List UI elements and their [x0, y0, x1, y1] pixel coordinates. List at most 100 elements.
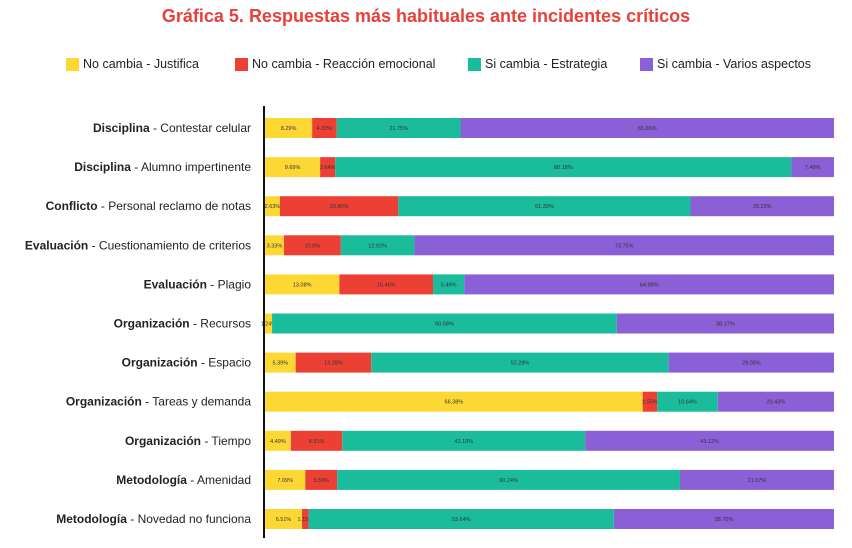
data-label-no-cambia-reaccion-emocional-7: 13.28% — [324, 361, 343, 367]
bar-segment-si-cambia-estrategia-1 — [336, 118, 461, 138]
bar-segment-no-cambia-justifica-7 — [265, 352, 296, 373]
bar-segment-si-cambia-varios-aspectos-1 — [460, 118, 834, 138]
data-label-si-cambia-varios-aspectos-8: 20.43% — [767, 400, 786, 406]
chart-title: Gráfica 5. Respuestas más habituales ant… — [161, 6, 691, 26]
bar-segment-si-cambia-estrategia-2 — [335, 157, 792, 178]
bar-segment-si-cambia-estrategia-4 — [340, 235, 415, 256]
category-label-organizacion-espacio: Organización - Espacio — [122, 356, 252, 370]
bar-segment-si-cambia-estrategia-6 — [272, 313, 617, 334]
category-label-metodologia-novedad-no-funciona: Metodología - Novedad no funciona — [56, 512, 251, 526]
data-label-no-cambia-reaccion-emocional-1: 4.33% — [317, 126, 333, 132]
bar-segment-si-cambia-estrategia-10 — [337, 469, 680, 490]
data-label-no-cambia-justifica-11: 6.51% — [276, 517, 292, 523]
bar-segment-no-cambia-reaccion-emocional-10 — [305, 469, 338, 490]
data-label-no-cambia-reaccion-emocional-9: 8.91% — [309, 439, 325, 445]
data-label-no-cambia-reaccion-emocional-3: 20.80% — [330, 204, 349, 210]
bar-segment-no-cambia-justifica-2 — [265, 157, 321, 178]
bar-segment-no-cambia-reaccion-emocional-11 — [302, 509, 309, 529]
bar-segment-no-cambia-reaccion-emocional-1 — [312, 118, 337, 138]
bar-segment-si-cambia-varios-aspectos-8 — [717, 391, 834, 412]
data-label-si-cambia-estrategia-10: 60.24% — [499, 478, 518, 484]
data-label-no-cambia-justifica-9: 4.49% — [270, 439, 286, 445]
bar-segment-no-cambia-reaccion-emocional-9 — [290, 430, 343, 451]
data-label-si-cambia-varios-aspectos-7: 29.05% — [742, 361, 761, 367]
data-label-no-cambia-justifica-4: 3.33% — [267, 243, 283, 249]
category-label-conflicto-personal-reclamo-de-notas: Conflicto - Personal reclamo de notas — [46, 199, 251, 213]
legend-swatch-varios-aspectos — [640, 57, 653, 71]
data-label-no-cambia-reaccion-emocional-10: 5.59% — [313, 478, 329, 484]
data-label-si-cambia-estrategia-7: 52.28% — [511, 361, 530, 367]
data-label-si-cambia-varios-aspectos-11: 38.70% — [715, 517, 734, 523]
bar-segment-no-cambia-justifica-3 — [265, 196, 280, 217]
category-label-evaluacion-plagio: Evaluación - Plagio — [144, 277, 252, 291]
category-label-organizacion-tiempo: Organización - Tiempo — [125, 434, 251, 448]
bar-segment-si-cambia-estrategia-3 — [398, 196, 691, 217]
data-label-no-cambia-reaccion-emocional-2: 2.64% — [320, 165, 336, 171]
legend-label-justifica: No cambia - Justifica — [83, 57, 200, 71]
bar-segment-si-cambia-varios-aspectos-3 — [690, 196, 834, 217]
bar-segment-si-cambia-estrategia-5 — [433, 274, 465, 295]
data-label-si-cambia-varios-aspectos-9: 43.12% — [700, 439, 719, 445]
bar-segment-si-cambia-varios-aspectos-5 — [464, 274, 834, 295]
bar-segment-si-cambia-varios-aspectos-2 — [791, 157, 834, 178]
data-label-si-cambia-varios-aspectos-4: 73.75% — [615, 243, 634, 249]
bar-segment-si-cambia-varios-aspectos-6 — [616, 313, 834, 334]
data-label-si-cambia-varios-aspectos-1: 65.65% — [638, 126, 657, 132]
bar-segment-si-cambia-varios-aspectos-7 — [668, 352, 834, 373]
data-label-si-cambia-varios-aspectos-10: 21.07% — [748, 478, 767, 484]
data-label-si-cambia-estrategia-9: 42.10% — [454, 439, 473, 445]
bar-segment-no-cambia-justifica-10 — [265, 469, 306, 490]
legend-label-estrategia: Si cambia - Estrategia — [485, 57, 608, 71]
bar-segment-si-cambia-varios-aspectos-9 — [585, 430, 834, 451]
data-label-si-cambia-estrategia-3: 51.33% — [535, 204, 554, 210]
data-label-si-cambia-varios-aspectos-6: 38.17% — [716, 322, 735, 328]
data-label-no-cambia-reaccion-emocional-5: 16.46% — [377, 282, 396, 288]
bar-segment-no-cambia-reaccion-emocional-3 — [279, 196, 399, 217]
legend-label-reaccion-emocional: No cambia - Reacción emocional — [252, 57, 436, 71]
data-label-no-cambia-justifica-3: 2.63% — [265, 204, 281, 210]
category-label-organizacion-tareas-y-demanda: Organización - Tareas y demanda — [66, 395, 252, 409]
bar-segment-no-cambia-justifica-4 — [265, 235, 284, 256]
data-label-no-cambia-justifica-10: 7.09% — [277, 478, 293, 484]
legend-label-varios-aspectos: Si cambia - Varios aspectos — [657, 57, 811, 71]
data-label-no-cambia-justifica-5: 13.08% — [293, 282, 312, 288]
data-label-no-cambia-reaccion-emocional-4: 10.0% — [305, 243, 321, 249]
bar-segment-no-cambia-reaccion-emocional-2 — [320, 157, 336, 178]
bar-segment-no-cambia-justifica-5 — [265, 274, 340, 295]
bar-segment-si-cambia-varios-aspectos-10 — [679, 469, 834, 490]
data-label-si-cambia-estrategia-2: 80.18% — [554, 165, 573, 171]
data-label-si-cambia-estrategia-11: 53.64% — [452, 517, 471, 523]
data-label-si-cambia-estrategia-8: 10.64% — [678, 400, 697, 406]
legend-item-reaccion-emocional: No cambia - Reacción emocional — [235, 56, 435, 72]
bar-segment-no-cambia-justifica-8 — [265, 391, 643, 412]
bar-segment-no-cambia-justifica-1 — [265, 118, 313, 138]
category-label-organizacion-recursos: Organización - Recursos — [114, 317, 251, 331]
legend-swatch-justifica — [66, 57, 79, 71]
category-label-disciplina-alumno-impertinente: Disciplina - Alumno impertinente — [74, 160, 251, 174]
data-label-si-cambia-varios-aspectos-5: 64.98% — [640, 282, 659, 288]
data-label-no-cambia-justifica-6: 1.24% — [261, 322, 277, 328]
data-label-si-cambia-estrategia-4: 12.92% — [368, 243, 387, 249]
bar-segment-no-cambia-justifica-9 — [265, 430, 291, 451]
data-label-si-cambia-estrategia-5: 5.49% — [441, 282, 457, 288]
bar-segment-no-cambia-reaccion-emocional-4 — [283, 235, 341, 256]
data-label-si-cambia-estrategia-1: 21.75% — [389, 126, 408, 132]
bar-segment-no-cambia-justifica-6 — [265, 313, 273, 334]
category-label-disciplina-contestar-celular: Disciplina - Contestar celular — [93, 121, 251, 135]
bar-segment-si-cambia-estrategia-7 — [371, 352, 669, 373]
data-label-no-cambia-justifica-7: 5.39% — [273, 361, 289, 367]
data-label-si-cambia-estrategia-6: 60.58% — [435, 322, 454, 328]
data-label-no-cambia-reaccion-emocional-8: 2.55% — [642, 400, 658, 406]
legend-item-justifica: No cambia - Justifica — [66, 56, 199, 72]
bar-segment-si-cambia-estrategia-8 — [657, 391, 718, 412]
data-label-no-cambia-justifica-8: 66.38% — [445, 400, 464, 406]
bar-segment-si-cambia-estrategia-9 — [342, 430, 586, 451]
category-label-metodologia-amenidad: Metodología - Amenidad — [116, 473, 251, 487]
data-label-no-cambia-justifica-1: 8.29% — [281, 126, 297, 132]
data-label-si-cambia-varios-aspectos-2: 7.49% — [805, 165, 821, 171]
data-label-si-cambia-varios-aspectos-3: 25.22% — [753, 204, 772, 210]
bar-segment-si-cambia-varios-aspectos-4 — [414, 235, 834, 256]
category-label-evaluacion-cuestionamiento-de-criterios: Evaluación - Cuestionamiento de criterio… — [25, 238, 251, 252]
data-label-no-cambia-reaccion-emocional-11: 1.15% — [298, 517, 314, 523]
